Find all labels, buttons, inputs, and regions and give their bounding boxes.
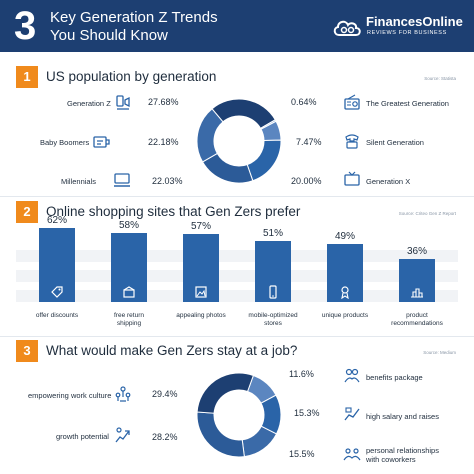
cloud-logo-icon xyxy=(333,20,361,36)
bar-value-3: 51% xyxy=(262,228,283,239)
salary-value: 15.3% xyxy=(294,408,320,418)
gen-x-value: 20.00% xyxy=(291,176,322,186)
bar-2 xyxy=(183,234,219,302)
financesonline-logo[interactable]: FinancesOnline REVIEWS FOR BUSINESS xyxy=(332,14,463,40)
phone-icon xyxy=(345,134,359,149)
section2-title: Online shopping sites that Gen Zers pref… xyxy=(46,204,301,219)
relationships-icon xyxy=(343,448,361,461)
salary-label: high salary and raises xyxy=(366,412,439,421)
benefits-value: 11.6% xyxy=(289,369,314,379)
bar-label-3: mobile-optimized stores xyxy=(239,312,307,328)
bar-label-5: product recommendations xyxy=(383,312,451,328)
bar-3 xyxy=(255,241,291,302)
silent-gen-label: Silent Generation xyxy=(366,138,424,147)
bar-label-2: appealing photos xyxy=(167,312,235,320)
bar-4 xyxy=(327,244,363,302)
population-slice-5 xyxy=(196,108,224,163)
bar-label-line2-3: stores xyxy=(264,320,282,327)
gen-z-icon xyxy=(116,95,130,110)
relationships-label-line2: with coworkers xyxy=(366,455,416,464)
benefits-label: benefits package xyxy=(366,373,423,382)
bar-value-4: 49% xyxy=(334,231,355,242)
logo-name: FinancesOnline xyxy=(366,14,463,29)
bar-value-5: 36% xyxy=(406,246,427,257)
greatest-gen-value: 0.64% xyxy=(291,97,317,107)
bar-0 xyxy=(39,228,75,302)
baby-boomers-icon xyxy=(93,136,110,148)
section1-badge: 1 xyxy=(16,66,38,88)
millennials-value: 22.03% xyxy=(152,176,183,186)
tv-icon xyxy=(344,171,360,186)
bar-value-1: 58% xyxy=(118,220,139,231)
section3-title: What would make Gen Zers stay at a job? xyxy=(46,343,298,358)
box-icon xyxy=(123,286,135,298)
section3-badge: 3 xyxy=(16,340,38,362)
podium-icon xyxy=(411,288,423,298)
bar-label-0: offer discounts xyxy=(23,312,91,320)
greatest-gen-label: The Greatest Generation xyxy=(366,99,449,108)
award-icon xyxy=(341,286,349,299)
millennials-icon xyxy=(114,173,130,187)
culture-icon xyxy=(115,386,131,402)
bar-label-line2-1: shipping xyxy=(116,320,142,327)
bar-value-0: 62% xyxy=(46,215,67,226)
photo-icon xyxy=(195,286,207,298)
bar-label-line2-5: recommendations xyxy=(391,320,443,327)
tag-icon xyxy=(51,286,63,298)
salary-icon xyxy=(344,407,360,421)
bar-label-line1-0: offer discounts xyxy=(35,312,79,319)
bar-label-line1-4: unique products xyxy=(321,312,369,319)
job-slice-4 xyxy=(196,372,255,414)
population-donut-chart xyxy=(196,98,282,184)
growth-icon xyxy=(115,427,130,443)
section1-title: US population by generation xyxy=(46,69,217,84)
bar-label-4: unique products xyxy=(311,312,379,320)
work-culture-value: 29.4% xyxy=(152,389,178,399)
baby-boomers-label: Baby Boomers xyxy=(40,138,90,147)
gen-x-label: Generation X xyxy=(366,177,411,186)
bar-band-bottom xyxy=(16,290,458,302)
section3-source: Source: Medium xyxy=(423,350,456,355)
relationships-value: 15.5% xyxy=(289,449,315,459)
section2-source: Source: Criteo Gen Z Report xyxy=(398,211,456,216)
job-slice-3 xyxy=(196,411,245,458)
job-retention-donut-chart xyxy=(196,372,282,458)
section1-source: Source: Statista xyxy=(424,76,456,81)
radio-icon xyxy=(344,94,360,110)
bar-band-middle xyxy=(16,270,458,282)
job-slice-2 xyxy=(241,425,278,458)
gen-z-label: Generation Z xyxy=(67,99,111,108)
millennials-label: Millennials xyxy=(61,177,97,186)
section2-badge: 2 xyxy=(16,201,38,223)
gen-z-value: 27.68% xyxy=(148,97,179,107)
bar-label-line1-3: mobile-optimized xyxy=(248,312,298,319)
silent-gen-value: 7.47% xyxy=(296,137,322,147)
mobile-icon xyxy=(269,285,277,299)
header-banner: 3 Key Generation Z Trends You Should Kno… xyxy=(0,0,474,52)
bar-label-line1-1: free return xyxy=(114,312,144,319)
baby-boomers-value: 22.18% xyxy=(148,137,179,147)
bar-label-line1-2: appealing photos xyxy=(176,312,226,319)
bar-5 xyxy=(399,259,435,302)
bar-label-line1-5: product xyxy=(406,312,428,319)
population-slice-3 xyxy=(246,139,282,182)
section-divider-2 xyxy=(0,336,474,337)
population-slice-0 xyxy=(211,98,276,130)
bar-label-1: free return shipping xyxy=(95,312,163,328)
bar-value-2: 57% xyxy=(190,221,211,232)
header-title: Key Generation Z Trends You Should Know xyxy=(50,9,270,45)
header-title-line1: Key Generation Z Trends xyxy=(50,9,218,26)
growth-value: 28.2% xyxy=(152,432,178,442)
header-title-line2: You Should Know xyxy=(50,27,168,44)
relationships-label: personal relationships xyxy=(366,446,439,455)
logo-tagline: REVIEWS FOR BUSINESS xyxy=(367,30,447,36)
work-culture-label: empowering work culture xyxy=(28,391,112,400)
header-number: 3 xyxy=(14,4,37,48)
benefits-icon xyxy=(344,368,360,383)
section-divider-1 xyxy=(0,196,474,197)
growth-label: growth potential xyxy=(56,432,109,441)
